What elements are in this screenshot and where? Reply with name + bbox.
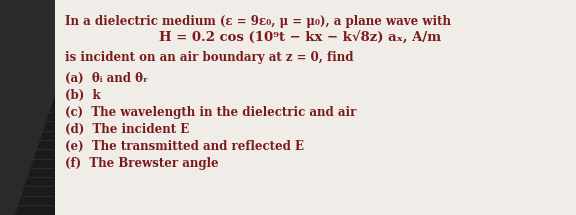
FancyBboxPatch shape [55, 0, 576, 215]
Text: (e)  The transmitted and reflected E: (e) The transmitted and reflected E [65, 140, 304, 153]
Text: (f)  The Brewster angle: (f) The Brewster angle [65, 157, 219, 170]
Polygon shape [0, 0, 55, 215]
Text: In a dielectric medium (ε = 9ε₀, μ = μ₀), a plane wave with: In a dielectric medium (ε = 9ε₀, μ = μ₀)… [65, 15, 451, 28]
FancyBboxPatch shape [0, 0, 55, 215]
Text: (b)  k: (b) k [65, 89, 101, 102]
Text: H = 0.2 cos (10⁹t − kx − k√8z) aₓ, A/m: H = 0.2 cos (10⁹t − kx − k√8z) aₓ, A/m [159, 32, 441, 45]
Text: (d)  The incident E: (d) The incident E [65, 123, 190, 136]
Text: (a)  θᵢ and θᵣ: (a) θᵢ and θᵣ [65, 72, 148, 85]
Text: is incident on an air boundary at z = 0, find: is incident on an air boundary at z = 0,… [65, 51, 354, 64]
Text: (c)  The wavelength in the dielectric and air: (c) The wavelength in the dielectric and… [65, 106, 357, 119]
